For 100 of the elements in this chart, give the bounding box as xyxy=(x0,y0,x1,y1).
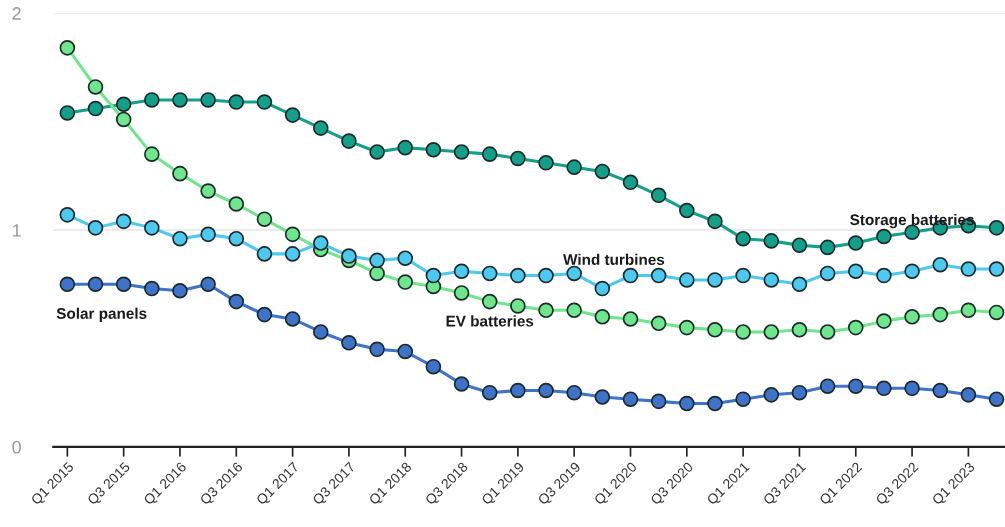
point xyxy=(735,267,751,284)
point xyxy=(622,174,639,191)
point xyxy=(819,239,836,256)
point xyxy=(453,144,470,160)
point xyxy=(960,387,977,403)
point xyxy=(256,246,273,262)
point xyxy=(172,165,188,182)
point xyxy=(144,280,160,297)
point xyxy=(791,276,808,293)
y-tick-label: 0 xyxy=(12,440,21,454)
point xyxy=(932,306,949,323)
point xyxy=(988,304,1005,321)
point xyxy=(904,380,920,397)
point xyxy=(144,220,160,236)
point xyxy=(172,92,188,108)
point xyxy=(679,395,695,412)
point xyxy=(115,213,132,230)
point xyxy=(115,111,132,128)
point xyxy=(481,146,498,162)
point xyxy=(819,378,836,394)
point xyxy=(960,302,977,319)
point xyxy=(538,267,554,284)
point xyxy=(650,187,667,204)
point xyxy=(172,282,188,299)
y-tick-label: 1 xyxy=(12,224,21,237)
point xyxy=(650,393,667,410)
point xyxy=(932,256,949,273)
point xyxy=(59,207,76,223)
point xyxy=(707,272,723,288)
point xyxy=(256,94,273,110)
point xyxy=(876,380,892,397)
y-tick-label: 2 xyxy=(12,7,21,20)
point xyxy=(481,293,498,310)
point xyxy=(960,261,977,277)
point xyxy=(763,272,780,288)
point xyxy=(932,382,949,399)
point xyxy=(256,211,273,227)
point xyxy=(284,311,301,327)
point xyxy=(650,315,667,332)
point xyxy=(791,384,808,401)
point xyxy=(87,220,104,236)
point xyxy=(312,324,329,340)
point xyxy=(510,150,526,167)
point xyxy=(566,159,582,175)
point xyxy=(312,235,329,251)
point xyxy=(735,391,751,407)
point xyxy=(200,226,216,243)
point xyxy=(510,298,526,314)
point xyxy=(200,183,216,199)
point xyxy=(397,139,414,156)
point xyxy=(369,265,385,282)
point xyxy=(341,335,357,351)
point xyxy=(481,265,498,282)
series-label: Solar panels xyxy=(56,307,147,322)
point xyxy=(763,324,780,340)
series-label: EV batteries xyxy=(446,315,534,327)
point xyxy=(510,267,526,284)
point xyxy=(144,92,160,108)
point xyxy=(284,246,301,262)
point xyxy=(707,395,723,412)
point xyxy=(538,382,554,399)
point xyxy=(594,308,611,325)
point xyxy=(87,276,104,293)
point xyxy=(622,267,639,284)
point xyxy=(763,233,780,249)
point xyxy=(87,79,104,95)
point xyxy=(988,391,1005,407)
point xyxy=(59,276,76,293)
point xyxy=(200,92,216,108)
point xyxy=(566,384,582,401)
point xyxy=(59,105,76,121)
point xyxy=(594,163,611,180)
point xyxy=(707,213,723,230)
point xyxy=(228,293,245,310)
point xyxy=(228,196,245,212)
point xyxy=(369,144,385,160)
point xyxy=(369,341,385,358)
point xyxy=(594,389,611,405)
point xyxy=(679,319,695,336)
point xyxy=(397,250,414,267)
point xyxy=(425,142,442,158)
point xyxy=(59,40,76,56)
point xyxy=(791,322,808,338)
point xyxy=(791,237,808,253)
point xyxy=(341,133,357,149)
point xyxy=(200,276,216,293)
point xyxy=(115,96,132,113)
point xyxy=(735,324,751,340)
point xyxy=(594,280,611,297)
point xyxy=(876,228,892,245)
point xyxy=(904,308,920,325)
point xyxy=(566,302,582,319)
point xyxy=(284,107,301,123)
point xyxy=(397,343,414,360)
point xyxy=(538,302,554,319)
point xyxy=(228,230,245,247)
point xyxy=(904,263,920,280)
point xyxy=(453,285,470,301)
point xyxy=(988,220,1005,236)
point xyxy=(566,265,582,282)
